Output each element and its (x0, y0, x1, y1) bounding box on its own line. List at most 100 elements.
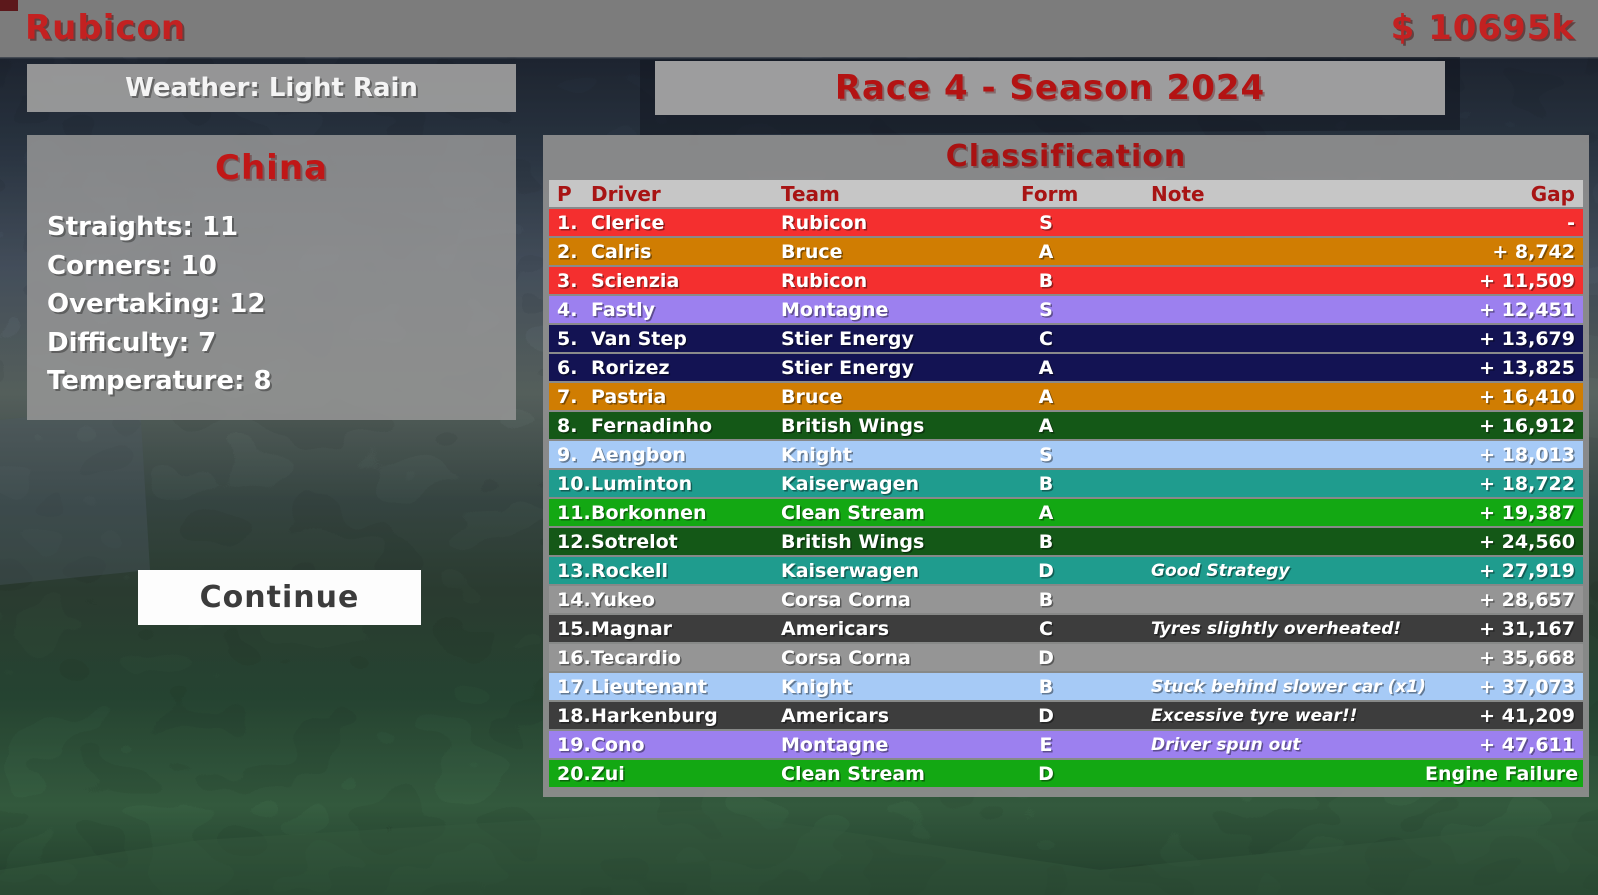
cell-team: Kaiserwagen (781, 472, 920, 495)
cell-pos: 9. (557, 443, 578, 466)
cell-pos: 12. (557, 530, 591, 553)
cell-team: Rubicon (781, 211, 868, 234)
cell-driver: Sotrelot (591, 530, 678, 553)
cell-team: Kaiserwagen (781, 559, 920, 582)
cell-team: British Wings (781, 414, 925, 437)
table-row: 3. Scienzia Rubicon B + 11,509 (549, 267, 1583, 294)
table-row: 8. Fernadinho British Wings A + 16,912 (549, 412, 1583, 439)
cell-note: Excessive tyre wear!! (1151, 705, 1358, 726)
track-stat: Difficulty: 7 (47, 327, 217, 358)
cell-gap: + 24,560 (1479, 530, 1575, 553)
track-stat: Corners: 10 (47, 250, 217, 281)
cell-gap: Engine Failure (1425, 762, 1579, 785)
classification-panel: Classification P Driver Team Form Note G… (543, 135, 1589, 797)
table-row: 9. Aengbon Knight S + 18,013 (549, 441, 1583, 468)
corner-accent (0, 0, 18, 11)
cell-gap: + 31,167 (1479, 617, 1575, 640)
cell-form: D (1038, 646, 1054, 669)
table-row: 6. Rorizez Stier Energy A + 13,825 (549, 354, 1583, 381)
table-row: 20. Zui Clean Stream D Engine Failure (549, 760, 1583, 787)
cell-pos: 14. (557, 588, 591, 611)
header-form: Form (1021, 181, 1079, 206)
cell-gap: + 47,611 (1479, 733, 1575, 756)
table-row: 14. Yukeo Corsa Corna B + 28,657 (549, 586, 1583, 613)
table-row: 13. Rockell Kaiserwagen D Good Strategy + 27,… (549, 557, 1583, 584)
cell-gap: + 16,410 (1479, 385, 1575, 408)
cell-form: B (1038, 530, 1054, 553)
cell-team: Clean Stream (781, 762, 925, 785)
cell-gap: - (1567, 211, 1575, 234)
cell-team: Montagne (781, 733, 889, 756)
cell-team: Corsa Corna (781, 646, 911, 669)
cell-form: E (1039, 733, 1053, 756)
track-name: China (215, 148, 328, 188)
cell-gap: + 16,912 (1479, 414, 1575, 437)
cell-pos: 3. (557, 269, 578, 292)
cell-driver: Borkonnen (591, 501, 707, 524)
cell-team: Corsa Corna (781, 588, 911, 611)
cell-note: Stuck behind slower car (x1) (1151, 676, 1425, 697)
header-driver: Driver (591, 181, 661, 206)
table-row: 1. Clerice Rubicon S - (549, 209, 1583, 236)
cell-form: A (1038, 414, 1054, 437)
cell-driver: Rorizez (591, 356, 670, 379)
game-title: Rubicon (25, 8, 187, 48)
cell-note: Tyres slightly overheated! (1151, 618, 1402, 639)
cell-pos: 1. (557, 211, 578, 234)
cell-pos: 8. (557, 414, 578, 437)
cell-note: Good Strategy (1151, 560, 1290, 581)
cell-gap: + 8,742 (1492, 240, 1575, 263)
cell-form: C (1039, 327, 1053, 350)
table-row: 17. Lieutenant Knight B Stuck behind slower … (549, 673, 1583, 700)
cell-note: Driver spun out (1151, 734, 1301, 755)
continue-button[interactable]: Continue (138, 570, 421, 625)
cell-form: B (1038, 675, 1054, 698)
cell-pos: 6. (557, 356, 578, 379)
table-row: 18. Harkenburg Americars D Excessive tyre we… (549, 702, 1583, 729)
cell-team: British Wings (781, 530, 925, 553)
cell-pos: 20. (557, 762, 591, 785)
cell-gap: + 18,722 (1479, 472, 1575, 495)
cell-team: Americars (781, 617, 890, 640)
cell-driver: Pastria (591, 385, 667, 408)
cell-team: Bruce (781, 240, 843, 263)
cell-form: B (1038, 269, 1054, 292)
cell-team: Bruce (781, 385, 843, 408)
cell-pos: 11. (557, 501, 591, 524)
weather-banner: Weather: Light Rain (27, 64, 516, 112)
cell-gap: + 37,073 (1479, 675, 1575, 698)
cell-gap: + 41,209 (1479, 704, 1575, 727)
cell-driver: Zui (591, 762, 625, 785)
cell-form: D (1038, 559, 1054, 582)
table-row: 4. Fastly Montagne S + 12,451 (549, 296, 1583, 323)
header-pos: P (557, 181, 572, 206)
cell-team: Americars (781, 704, 890, 727)
cell-driver: Clerice (591, 211, 665, 234)
cell-driver: Magnar (591, 617, 673, 640)
cell-driver: Yukeo (591, 588, 655, 611)
table-row: 10. Luminton Kaiserwagen B + 18,722 (549, 470, 1583, 497)
cell-team: Knight (781, 675, 852, 698)
table-row: 12. Sotrelot British Wings B + 24,560 (549, 528, 1583, 555)
cell-driver: Fernadinho (591, 414, 713, 437)
cell-driver: Fastly (591, 298, 655, 321)
cell-form: S (1039, 443, 1053, 466)
cell-form: A (1038, 385, 1054, 408)
cell-form: D (1038, 762, 1054, 785)
cell-gap: + 35,668 (1479, 646, 1575, 669)
cell-form: A (1038, 501, 1054, 524)
cell-driver: Van Step (591, 327, 687, 350)
cell-pos: 7. (557, 385, 578, 408)
cell-gap: + 18,013 (1479, 443, 1575, 466)
cell-gap: + 12,451 (1479, 298, 1575, 321)
header-note: Note (1151, 181, 1205, 206)
cell-pos: 2. (557, 240, 578, 263)
cell-driver: Aengbon (591, 443, 686, 466)
cell-driver: Harkenburg (591, 704, 718, 727)
header-team: Team (781, 181, 840, 206)
table-row: 19. Cono Montagne E Driver spun out + 47,611 (549, 731, 1583, 758)
track-info-panel: China Straights: 11 Corners: 10 Overtaking… (27, 135, 516, 420)
header-gap: Gap (1530, 181, 1575, 206)
cell-pos: 16. (557, 646, 591, 669)
cell-driver: Scienzia (591, 269, 680, 292)
